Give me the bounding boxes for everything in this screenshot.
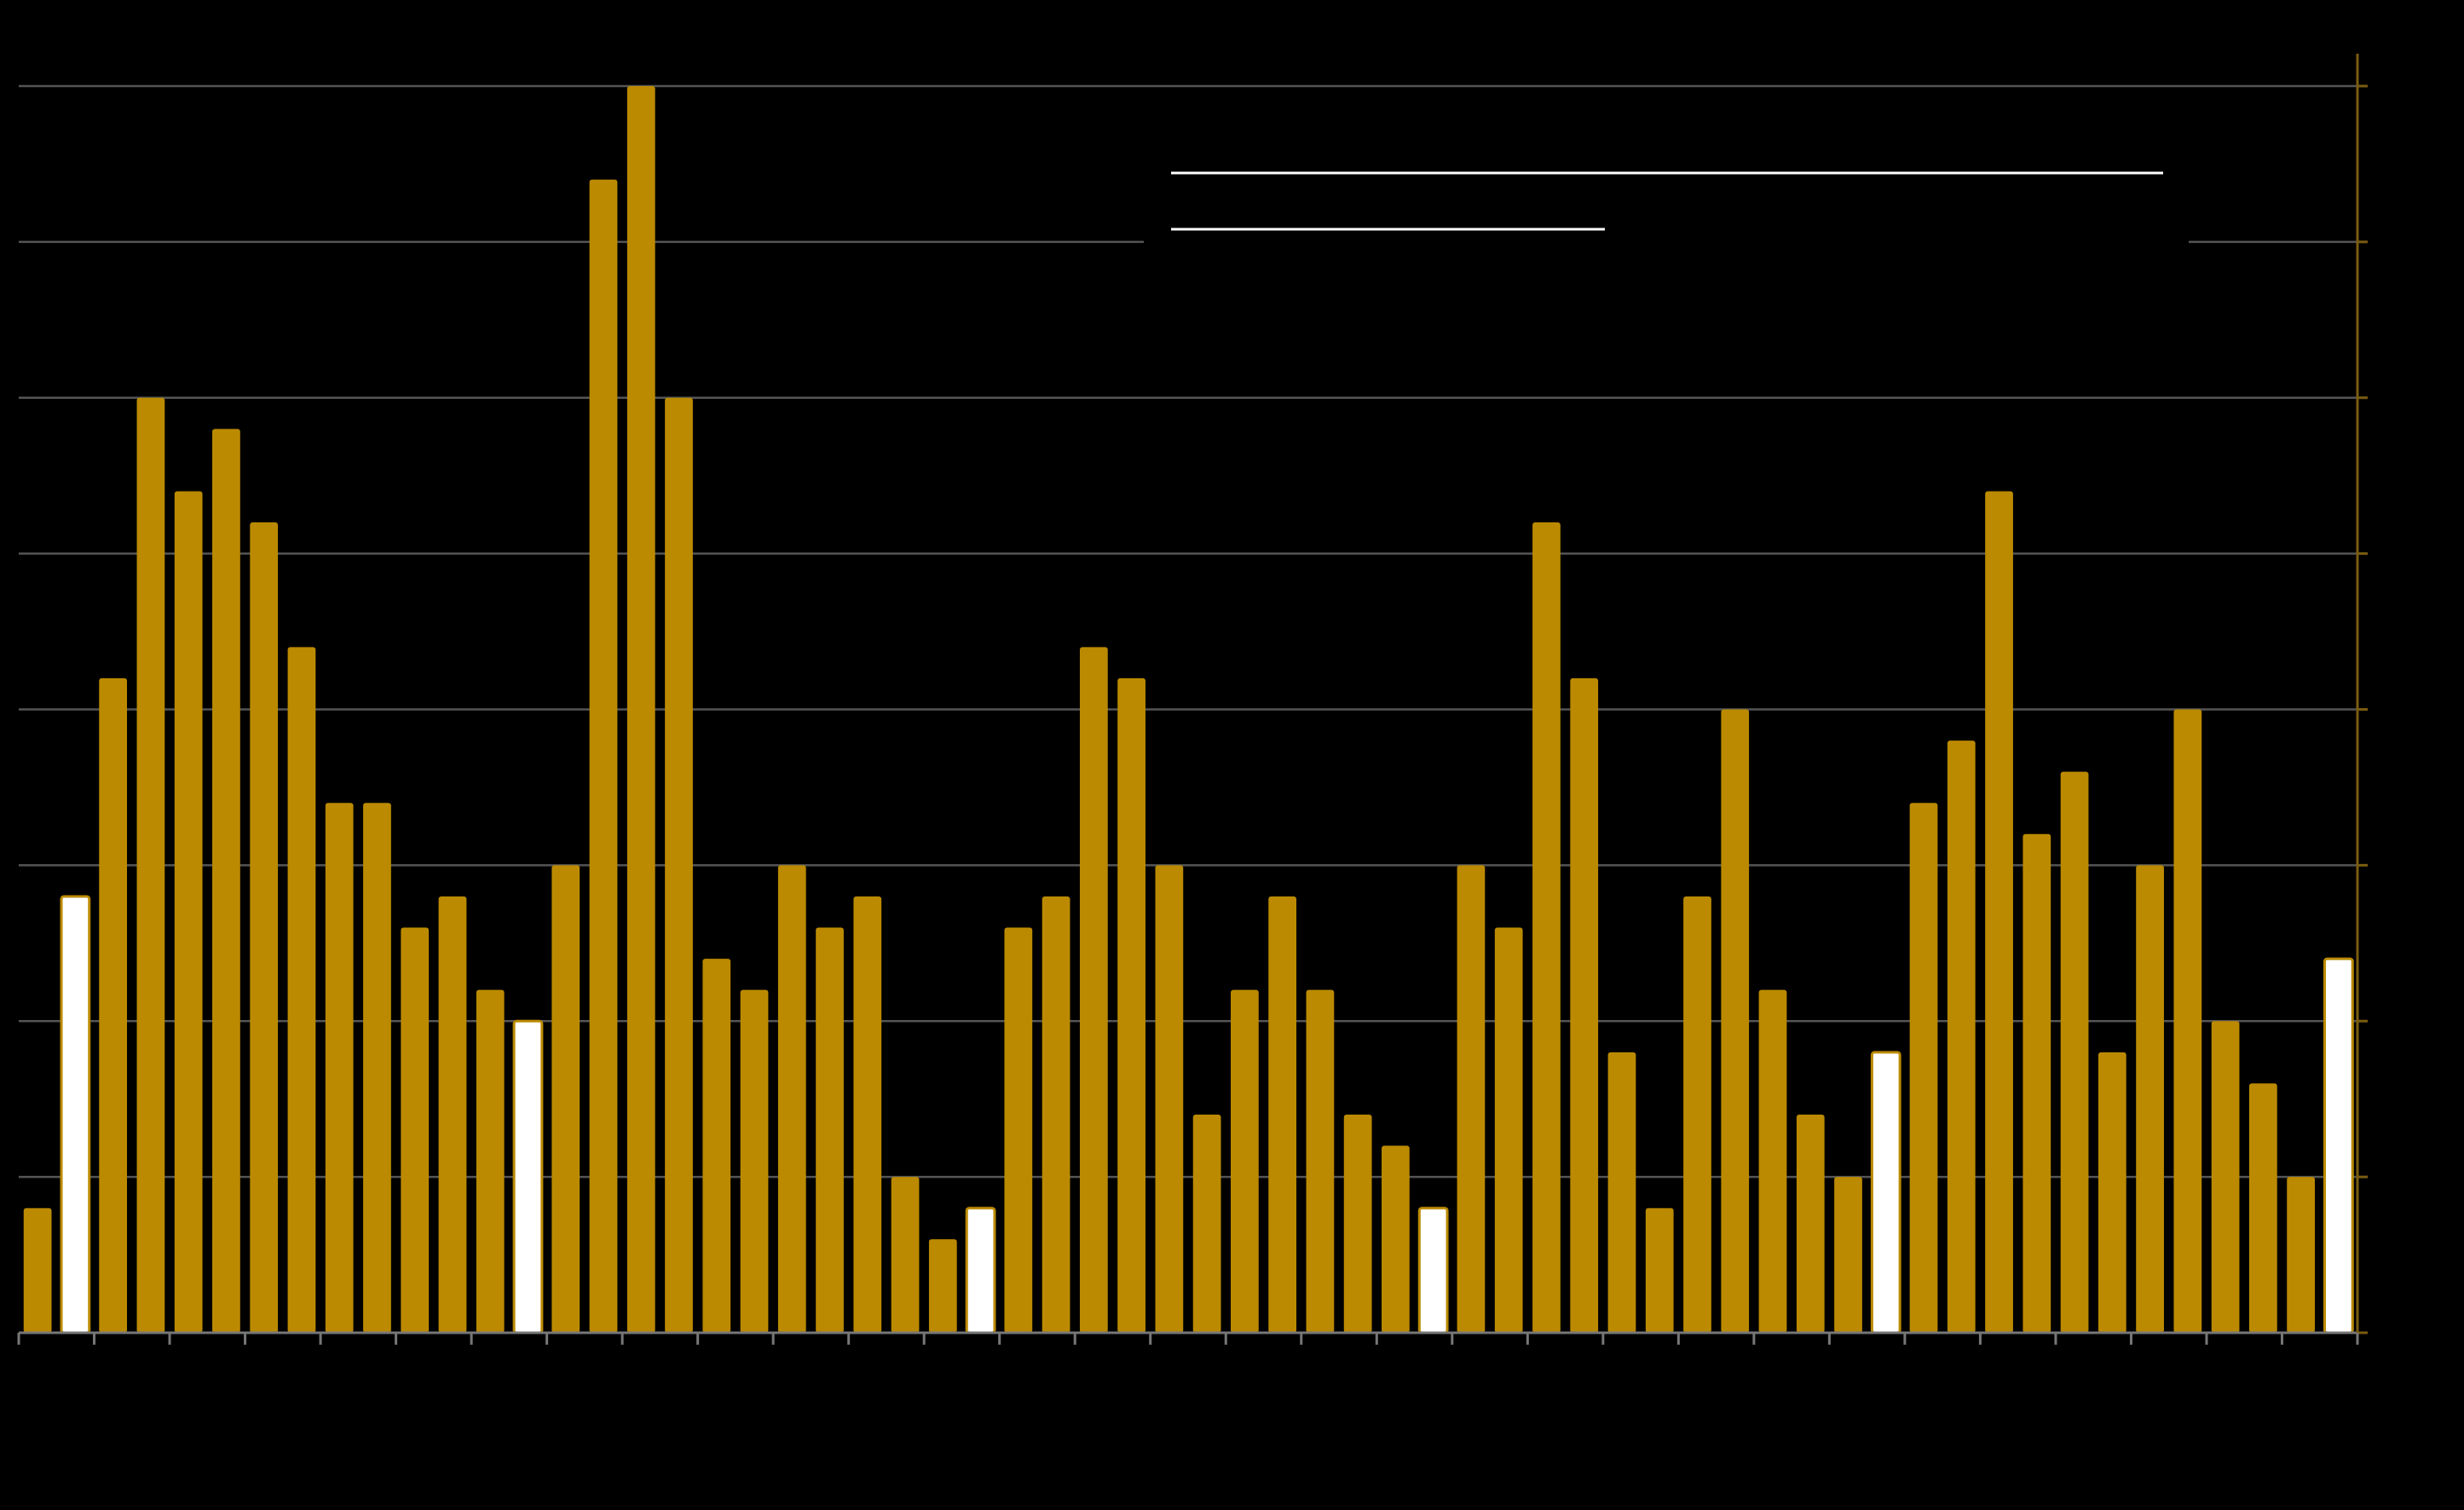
legend-background bbox=[1144, 152, 2189, 252]
bar bbox=[1155, 865, 1184, 1333]
bar bbox=[2136, 865, 2164, 1333]
bar bbox=[325, 803, 354, 1333]
bar bbox=[212, 429, 240, 1334]
bar bbox=[1494, 927, 1523, 1333]
bar bbox=[2060, 771, 2089, 1333]
bar bbox=[401, 927, 430, 1333]
bar bbox=[1758, 989, 1787, 1333]
bar bbox=[2287, 1177, 2315, 1333]
bar bbox=[512, 1019, 544, 1334]
bar bbox=[1834, 1177, 1862, 1333]
bar bbox=[363, 803, 391, 1333]
bar bbox=[1909, 803, 1938, 1333]
bar bbox=[816, 927, 844, 1333]
bar bbox=[250, 522, 279, 1333]
bar bbox=[2098, 1052, 2126, 1333]
bar bbox=[174, 491, 203, 1333]
bar bbox=[1268, 896, 1297, 1333]
bar bbox=[1570, 677, 1599, 1333]
bar bbox=[136, 397, 165, 1333]
bar bbox=[702, 959, 731, 1333]
bar bbox=[1532, 522, 1561, 1333]
bar bbox=[891, 1177, 920, 1333]
bar bbox=[1947, 741, 1976, 1333]
bar bbox=[2173, 709, 2202, 1333]
bar bbox=[1607, 1052, 1636, 1333]
bar bbox=[1343, 1114, 1372, 1333]
bar bbox=[1645, 1207, 1674, 1333]
bar bbox=[99, 677, 128, 1333]
bar bbox=[1231, 989, 1259, 1333]
bar bbox=[2023, 833, 2051, 1333]
axes bbox=[17, 54, 2368, 1345]
bar bbox=[965, 1207, 996, 1334]
bar bbox=[2248, 1083, 2277, 1333]
bar bbox=[928, 1239, 957, 1333]
bar bbox=[1382, 1145, 1410, 1333]
bars bbox=[23, 86, 2354, 1334]
bar bbox=[740, 989, 769, 1333]
bar bbox=[1796, 1114, 1825, 1333]
bar bbox=[1457, 865, 1486, 1333]
bar bbox=[23, 1207, 52, 1333]
bar bbox=[287, 647, 316, 1333]
bar bbox=[665, 397, 693, 1333]
bar bbox=[1004, 927, 1033, 1333]
bar bbox=[2211, 1021, 2240, 1333]
bar bbox=[551, 865, 580, 1333]
bar bbox=[1870, 1051, 1901, 1334]
bar bbox=[1683, 896, 1711, 1333]
bar bbox=[60, 895, 91, 1334]
bar bbox=[1306, 989, 1335, 1333]
legend-box bbox=[1144, 152, 2189, 252]
bar bbox=[626, 86, 655, 1333]
bar bbox=[1117, 677, 1145, 1333]
bar bbox=[1721, 709, 1750, 1333]
bar bbox=[1417, 1207, 1449, 1334]
bar bbox=[589, 179, 618, 1334]
bar bbox=[476, 989, 505, 1333]
bar bbox=[2323, 957, 2354, 1334]
bar bbox=[777, 865, 806, 1333]
bar bbox=[1192, 1114, 1221, 1333]
bar bbox=[1079, 647, 1108, 1333]
bar bbox=[1042, 896, 1070, 1333]
bar bbox=[438, 896, 467, 1333]
bar bbox=[1985, 491, 2013, 1333]
bar bbox=[853, 896, 882, 1333]
